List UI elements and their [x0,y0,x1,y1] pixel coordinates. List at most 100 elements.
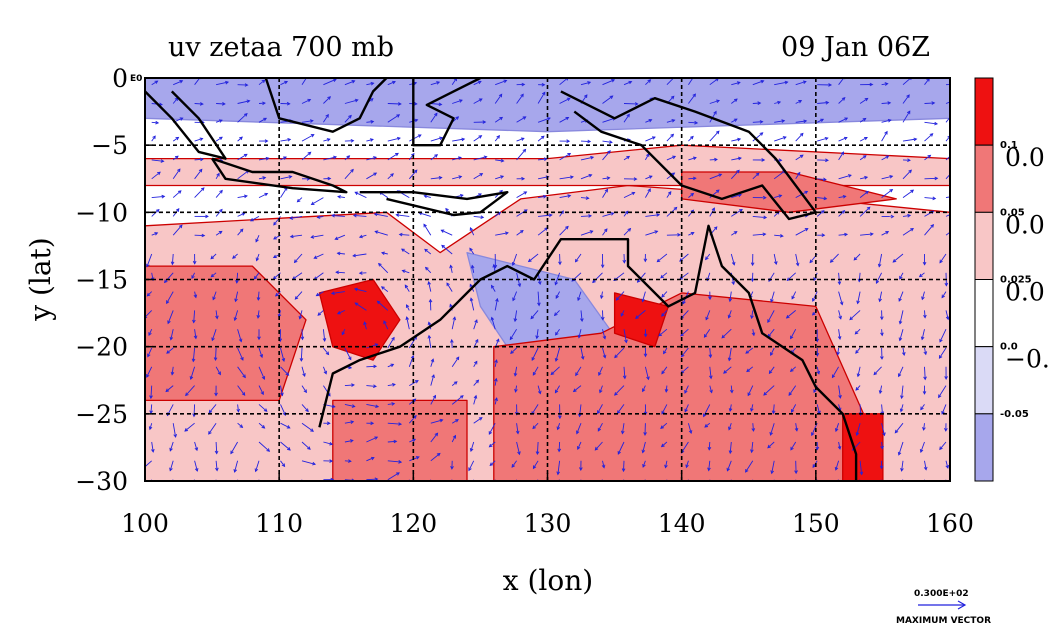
wind-vector [491,285,496,292]
wind-vector-head [287,137,292,142]
wind-vector [256,253,260,261]
wind-vector [408,169,418,180]
wind-vector [451,435,456,443]
wind-vector-head [537,390,542,395]
wind-vector [470,441,475,452]
wind-vector [774,81,788,86]
wind-vector-head [415,456,420,460]
wind-vector [409,438,416,443]
wind-vector [945,460,949,469]
wind-vector [795,253,799,266]
wind-vector-head [354,98,359,103]
wind-vector-head [864,97,869,102]
wind-vector [857,291,861,304]
wind-vector [859,460,863,475]
wind-vector-head [622,259,627,264]
wind-vector-head [264,139,269,143]
wind-vector [774,101,781,104]
wind-vector-head [873,371,878,376]
wind-vector-head [627,227,632,232]
wind-vector-head [795,262,800,267]
wind-vector-head [790,446,794,451]
wind-vector [899,272,904,280]
wind-vector-head [609,95,614,99]
wind-vector-head [348,365,353,370]
wind-vector-head [189,376,194,380]
wind-vector-head [293,259,298,264]
wind-vector [902,169,912,180]
wind-vector [473,417,483,424]
wind-vector [795,133,804,142]
wind-vector-head [825,100,830,105]
wind-vector [451,317,456,330]
wind-vector-head [490,316,495,321]
wind-vector-head [191,275,195,280]
wind-vector-head [198,168,203,173]
wind-vector [580,310,583,322]
wind-vector [210,253,217,260]
wind-vector-head [446,282,450,287]
wind-vector-head [621,468,626,473]
wind-vector-head [350,420,355,424]
wind-vector [473,156,487,161]
wind-vector-head [217,371,221,376]
wind-vector [536,441,539,455]
wind-vector-head [880,445,884,450]
colorbar-swatch [974,413,994,482]
wind-vector-head [864,175,869,180]
wind-vector-head [761,158,766,162]
wind-vector-head [620,312,624,317]
wind-vector [354,302,367,311]
wind-vector [344,384,355,387]
wind-vector [537,117,551,123]
wind-vector [301,134,315,142]
wind-vector [614,347,625,358]
wind-vector [387,440,397,443]
y-tick-label: 0 [112,64,128,93]
wind-vector-head [869,232,874,236]
wind-vector-head [651,136,656,140]
wind-vector-head [240,356,244,361]
y-tick-label: −10 [75,198,128,227]
wind-vector-head [816,370,821,375]
wind-vector-head [692,93,696,98]
wind-vector [344,169,354,180]
x-tick-label: 110 [255,509,303,538]
wind-vector-head [263,408,268,412]
wind-vector [660,272,668,279]
wind-vector-head [152,135,156,140]
wind-vector-head [212,296,216,301]
wind-vector [166,291,174,304]
wind-vector [580,230,593,236]
wind-vector-head [401,269,406,274]
wind-vector [752,423,754,432]
wind-vector [194,138,203,142]
wind-vector-head [496,338,500,343]
wind-vector [600,291,603,299]
wind-vector-head [146,374,150,378]
wind-vector [597,422,603,432]
wind-vector [576,423,582,434]
wind-vector [602,228,608,236]
wind-vector [396,214,410,217]
wind-vector-head [521,82,526,87]
wind-vector-head [243,112,248,117]
wind-vector-head [254,468,259,473]
wind-vector-head [840,151,845,156]
wind-vector [430,137,443,142]
wind-vector [409,380,419,386]
wind-vector-head [703,334,708,338]
wind-vector-head [205,214,209,219]
wind-vector-head [778,158,783,163]
wind-vector [428,281,432,292]
wind-vector-head [477,80,482,85]
wind-vector-head [601,464,606,469]
wind-vector-head [452,434,457,439]
wind-vector-head [280,484,283,487]
wind-vector-head [841,210,846,214]
wind-vector-head [576,430,580,435]
wind-vector [795,100,802,104]
wind-vector [359,234,367,238]
wind-vector-head [887,118,892,123]
wind-vector [708,460,711,471]
